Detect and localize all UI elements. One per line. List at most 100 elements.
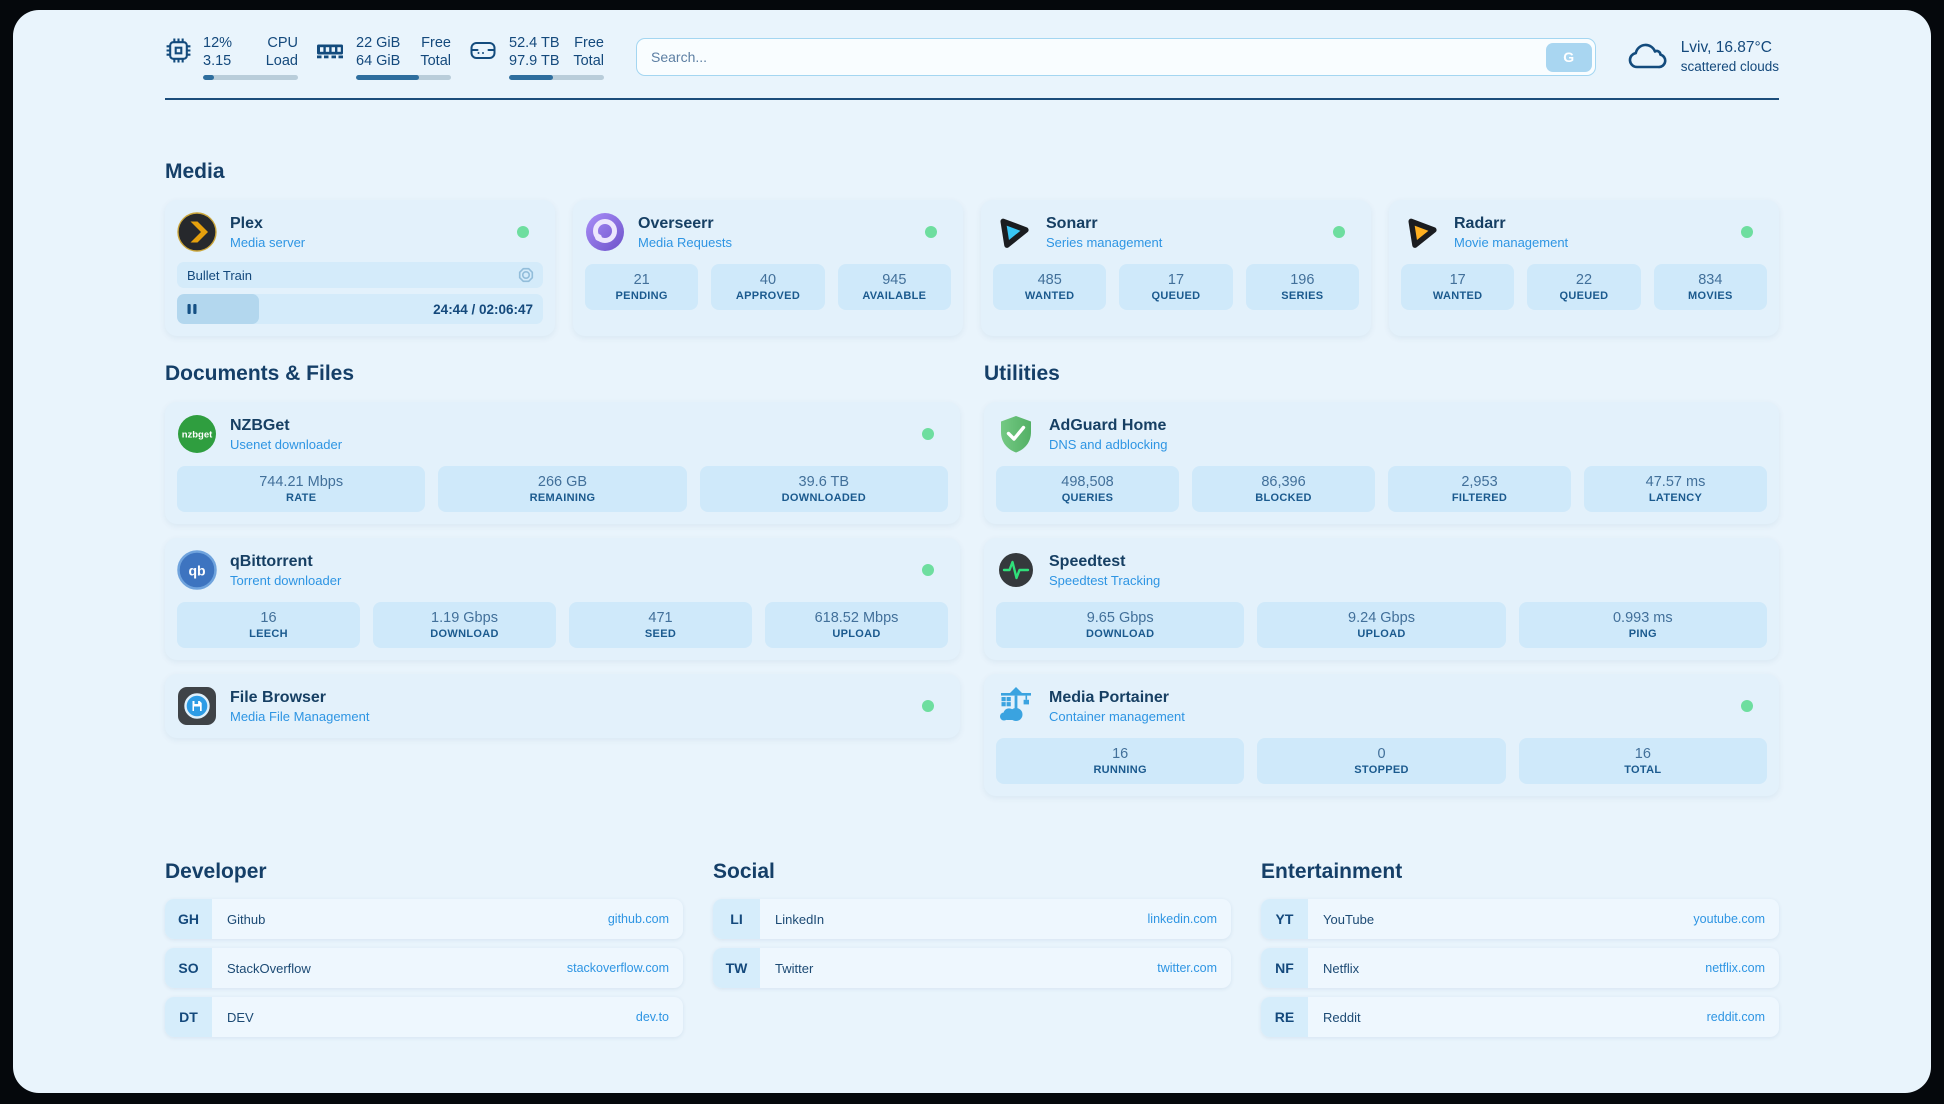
app-subtitle: Series management bbox=[1046, 235, 1163, 251]
qbittorrent-icon: qb bbox=[177, 550, 217, 590]
stat-queued: 17 QUEUED bbox=[1119, 264, 1233, 311]
settings-icon[interactable] bbox=[517, 266, 535, 284]
plex-titles: Plex Media server bbox=[230, 214, 305, 250]
nzbget-header: nzbget NZBGet Usenet downloader bbox=[177, 414, 948, 454]
status-dot bbox=[1333, 226, 1345, 239]
stat-queries: 498,508 QUERIES bbox=[996, 466, 1179, 513]
qbittorrent-card[interactable]: qb qBittorrent Torrent downloader 16 LEE… bbox=[165, 538, 960, 661]
disk-total-label: Total bbox=[573, 53, 604, 70]
portainer-header: Media Portainer Container management bbox=[996, 686, 1767, 726]
status-dot bbox=[517, 226, 529, 239]
adguard-icon bbox=[1001, 416, 1031, 453]
app-subtitle: DNS and adblocking bbox=[1049, 437, 1168, 453]
radarr-icon bbox=[1408, 218, 1437, 249]
top-bar: 12% 3.15 CPU Load bbox=[165, 34, 1779, 81]
weather-location-temp: Lviv, 16.87°C bbox=[1680, 39, 1772, 57]
speedtest-card[interactable]: Speedtest Speedtest Tracking 9.65 Gbps D… bbox=[984, 538, 1779, 661]
search-input[interactable] bbox=[637, 49, 1546, 66]
portainer-card[interactable]: Media Portainer Container management 16 … bbox=[984, 674, 1779, 797]
cpu-widget: 12% 3.15 CPU Load bbox=[165, 34, 298, 81]
sonarr-card[interactable]: Sonarr Series management 485 WANTED 17 Q… bbox=[981, 200, 1371, 337]
status-dot bbox=[922, 564, 934, 577]
cpu-progress-track bbox=[203, 75, 298, 81]
speedtest-titles: Speedtest Speedtest Tracking bbox=[1049, 552, 1160, 588]
disk-widget: 52.4 TB 97.9 TB Free Total bbox=[468, 34, 604, 81]
stat-seed: 471 SEED bbox=[569, 602, 752, 649]
bookmark-url: netflix.com bbox=[1705, 961, 1765, 976]
memory-total-label: Total bbox=[420, 53, 451, 70]
cpu-load-value: 3.15 bbox=[203, 53, 232, 70]
adguard-header: AdGuard Home DNS and adblocking bbox=[996, 414, 1767, 454]
bookmark-abbr: DT bbox=[165, 997, 212, 1038]
bookmark-name: YouTube bbox=[1323, 911, 1375, 927]
stat-ping: 0.993 ms PING bbox=[1518, 602, 1767, 649]
radarr-card[interactable]: Radarr Movie management 17 WANTED 22 QUE… bbox=[1389, 200, 1779, 337]
section-title-developer: Developer bbox=[165, 860, 267, 884]
now-playing-row: Bullet Train bbox=[177, 262, 543, 289]
now-playing-title: Bullet Train bbox=[187, 267, 253, 283]
bookmark-name: Github bbox=[227, 911, 266, 927]
topbar-divider bbox=[165, 98, 1779, 101]
app-title: Speedtest bbox=[1049, 553, 1126, 571]
svg-text:qb: qb bbox=[188, 563, 205, 579]
plex-card[interactable]: Plex Media server Bullet Train bbox=[165, 200, 555, 337]
bookmark-sections: Developer GH Github github.com SO StackO… bbox=[165, 860, 1779, 1038]
cpu-load-label: Load bbox=[265, 53, 298, 70]
sonarr-icon bbox=[1000, 218, 1029, 249]
cpu-icon bbox=[166, 38, 191, 63]
overseerr-titles: Overseerr Media Requests bbox=[638, 214, 732, 250]
section-title-media: Media bbox=[165, 160, 225, 184]
qbittorrent-titles: qBittorrent Torrent downloader bbox=[230, 552, 341, 588]
filebrowser-icon bbox=[178, 687, 216, 726]
nzbget-stats: 744.21 Mbps RATE 266 GB REMAINING 39.6 T… bbox=[177, 466, 948, 513]
plex-icon bbox=[177, 212, 217, 252]
sonarr-stats: 485 WANTED 17 QUEUED 196 SERIES bbox=[993, 264, 1359, 311]
bookmark-twitter[interactable]: TW Twitter twitter.com bbox=[713, 948, 1231, 989]
app-subtitle: Container management bbox=[1049, 709, 1185, 725]
search-engine-button[interactable]: G bbox=[1545, 42, 1592, 72]
bookmark-abbr: SO bbox=[165, 948, 212, 989]
stat-download: 9.65 Gbps DOWNLOAD bbox=[996, 602, 1245, 649]
bookmark-reddit[interactable]: RE Reddit reddit.com bbox=[1261, 997, 1779, 1038]
bookmark-stackoverflow[interactable]: SO StackOverflow stackoverflow.com bbox=[165, 948, 683, 989]
bookmark-linkedin[interactable]: LI LinkedIn linkedin.com bbox=[713, 899, 1231, 940]
stat-upload: 9.24 Gbps UPLOAD bbox=[1257, 602, 1506, 649]
bookmark-name: StackOverflow bbox=[227, 960, 311, 976]
stat-blocked: 86,396 BLOCKED bbox=[1192, 466, 1375, 513]
status-dot bbox=[925, 226, 937, 239]
overseerr-stats: 21 PENDING 40 APPROVED 945 AVAILABLE bbox=[585, 264, 951, 311]
status-dot bbox=[922, 700, 934, 713]
stat-movies: 834 MOVIES bbox=[1653, 264, 1767, 311]
nzbget-card[interactable]: nzbget NZBGet Usenet downloader 744.21 M… bbox=[165, 402, 960, 525]
memory-progress-fill bbox=[356, 75, 419, 81]
search-bar[interactable]: G bbox=[636, 38, 1596, 77]
status-dot bbox=[1741, 226, 1753, 239]
stat-stopped: 0 STOPPED bbox=[1257, 738, 1506, 785]
bookmark-dev[interactable]: DT DEV dev.to bbox=[165, 997, 683, 1038]
disk-icon bbox=[470, 42, 496, 59]
bookmark-netflix[interactable]: NF Netflix netflix.com bbox=[1261, 948, 1779, 989]
bookmark-youtube[interactable]: YT YouTube youtube.com bbox=[1261, 899, 1779, 940]
system-widgets: 12% 3.15 CPU Load bbox=[165, 34, 604, 81]
stat-available: 945 AVAILABLE bbox=[837, 264, 951, 311]
stat-rate: 744.21 Mbps RATE bbox=[177, 466, 426, 513]
weather-widget: Lviv, 16.87°C scattered clouds bbox=[1626, 38, 1779, 76]
bookmark-abbr: TW bbox=[713, 948, 760, 989]
adguard-card[interactable]: AdGuard Home DNS and adblocking 498,508 … bbox=[984, 402, 1779, 525]
overseerr-card[interactable]: Overseerr Media Requests 21 PENDING 40 A… bbox=[573, 200, 963, 337]
app-title: Media Portainer bbox=[1049, 689, 1170, 707]
memory-total-value: 64 GiB bbox=[356, 53, 401, 70]
disk-free-value: 52.4 TB bbox=[509, 35, 560, 51]
pause-icon bbox=[187, 304, 197, 315]
bookmark-github[interactable]: GH Github github.com bbox=[165, 899, 683, 940]
sonarr-titles: Sonarr Series management bbox=[1046, 214, 1162, 250]
app-title: Radarr bbox=[1454, 215, 1506, 233]
disk-progress-track bbox=[509, 75, 604, 81]
status-dot bbox=[1741, 700, 1753, 713]
bookmark-name: Netflix bbox=[1323, 960, 1360, 976]
app-title: qBittorrent bbox=[230, 553, 313, 571]
playback-time: 24:44 / 02:06:47 bbox=[433, 301, 533, 317]
speedtest-stats: 9.65 Gbps DOWNLOAD 9.24 Gbps UPLOAD 0.99… bbox=[996, 602, 1767, 649]
cloud-icon bbox=[1628, 43, 1667, 69]
filebrowser-card[interactable]: File Browser Media File Management bbox=[165, 674, 960, 739]
